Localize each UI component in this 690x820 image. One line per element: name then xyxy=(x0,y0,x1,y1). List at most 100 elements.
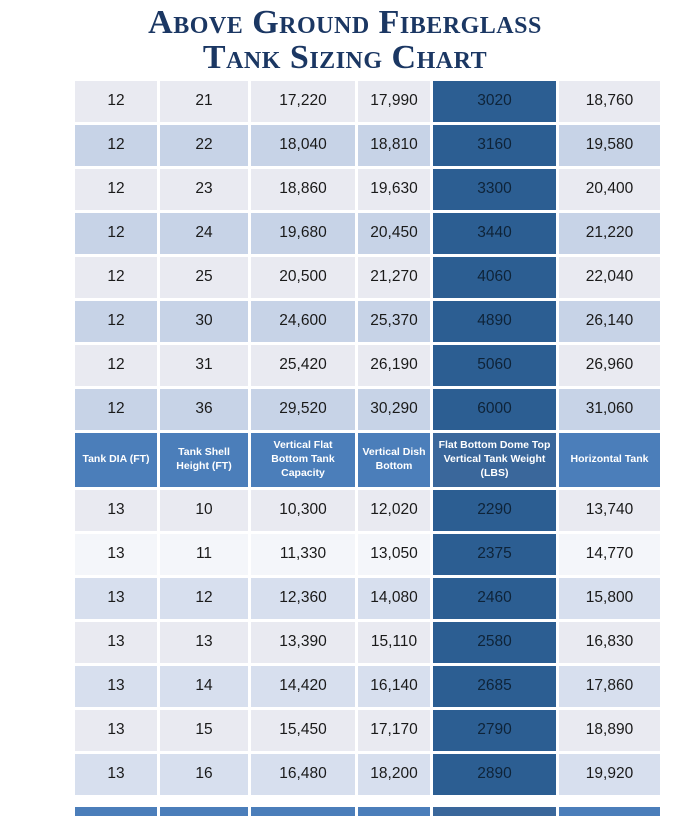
data-cell: 36 xyxy=(160,388,248,430)
data-cell: 11 xyxy=(160,533,248,575)
data-cell: 12 xyxy=(75,80,157,122)
data-cell: 18,860 xyxy=(251,168,355,210)
header-tank-dia: Tank DIA (FT) xyxy=(75,432,157,487)
page-title-line-2: Tank Sizing Chart xyxy=(202,39,488,77)
page-title: Above Ground Fiberglass Tank Sizing Char… xyxy=(0,0,690,76)
data-cell: 20,400 xyxy=(559,168,660,210)
data-cell: 31,060 xyxy=(559,388,660,430)
data-cell: 13 xyxy=(75,709,157,751)
weight-cell: 2460 xyxy=(433,577,556,619)
table-row: 12 21 17,220 17,990 3020 18,760 xyxy=(75,80,660,122)
data-cell: 12 xyxy=(75,388,157,430)
cutoff-header-cell xyxy=(433,806,556,816)
data-cell: 29,520 xyxy=(251,388,355,430)
data-cell: 16,480 xyxy=(251,753,355,795)
table-row: 13 15 15,450 17,170 2790 18,890 xyxy=(75,709,660,751)
cutoff-header-cell xyxy=(358,806,430,816)
weight-cell: 6000 xyxy=(433,388,556,430)
data-cell: 13 xyxy=(75,489,157,531)
data-cell: 13,050 xyxy=(358,533,430,575)
weight-cell: 2685 xyxy=(433,665,556,707)
data-cell: 13 xyxy=(160,621,248,663)
table-row: 12 25 20,500 21,270 4060 22,040 xyxy=(75,256,660,298)
data-cell: 22,040 xyxy=(559,256,660,298)
data-cell: 26,190 xyxy=(358,344,430,386)
page-title-line-1: Above Ground Fiberglass xyxy=(148,4,542,41)
table-row: 12 23 18,860 19,630 3300 20,400 xyxy=(75,168,660,210)
data-cell: 10 xyxy=(160,489,248,531)
data-cell: 31 xyxy=(160,344,248,386)
data-cell: 16 xyxy=(160,753,248,795)
weight-cell: 2890 xyxy=(433,753,556,795)
data-cell: 13 xyxy=(75,665,157,707)
data-cell: 19,680 xyxy=(251,212,355,254)
data-cell: 26,960 xyxy=(559,344,660,386)
table-row: 13 11 11,330 13,050 2375 14,770 xyxy=(75,533,660,575)
data-cell: 19,580 xyxy=(559,124,660,166)
table-header-row: Tank DIA (FT) Tank Shell Height (FT) Verti… xyxy=(75,432,660,487)
data-cell: 12 xyxy=(75,344,157,386)
weight-cell: 2580 xyxy=(433,621,556,663)
data-cell: 12 xyxy=(160,577,248,619)
header-flat-bottom-capacity: Vertical Flat Bottom Tank Capacity xyxy=(251,432,355,487)
data-cell: 13 xyxy=(75,621,157,663)
table-row: 13 14 14,420 16,140 2685 17,860 xyxy=(75,665,660,707)
table-row: 12 24 19,680 20,450 3440 21,220 xyxy=(75,212,660,254)
data-cell: 12 xyxy=(75,124,157,166)
data-cell: 24,600 xyxy=(251,300,355,342)
data-cell: 17,220 xyxy=(251,80,355,122)
cutoff-header-cell xyxy=(160,806,248,816)
data-cell: 18,890 xyxy=(559,709,660,751)
data-cell: 10,300 xyxy=(251,489,355,531)
data-cell: 22 xyxy=(160,124,248,166)
data-cell: 18,810 xyxy=(358,124,430,166)
table-row: 13 10 10,300 12,020 2290 13,740 xyxy=(75,489,660,531)
data-cell: 12 xyxy=(75,212,157,254)
weight-cell: 3020 xyxy=(433,80,556,122)
cutoff-header-cell xyxy=(75,806,157,816)
table-row: 12 31 25,420 26,190 5060 26,960 xyxy=(75,344,660,386)
weight-cell: 3440 xyxy=(433,212,556,254)
data-cell: 18,760 xyxy=(559,80,660,122)
data-cell: 14,080 xyxy=(358,577,430,619)
weight-cell: 2790 xyxy=(433,709,556,751)
data-cell: 12 xyxy=(75,300,157,342)
data-cell: 14,420 xyxy=(251,665,355,707)
data-cell: 13 xyxy=(75,577,157,619)
data-cell: 23 xyxy=(160,168,248,210)
data-cell: 20,500 xyxy=(251,256,355,298)
weight-cell: 5060 xyxy=(433,344,556,386)
data-cell: 19,630 xyxy=(358,168,430,210)
data-cell: 16,140 xyxy=(358,665,430,707)
data-cell: 21 xyxy=(160,80,248,122)
header-shell-height: Tank Shell Height (FT) xyxy=(160,432,248,487)
data-cell: 15,110 xyxy=(358,621,430,663)
cutoff-header-cell xyxy=(559,806,660,816)
table-row: 13 16 16,480 18,200 2890 19,920 xyxy=(75,753,660,795)
data-cell: 17,860 xyxy=(559,665,660,707)
data-cell: 17,990 xyxy=(358,80,430,122)
table-row: 12 36 29,520 30,290 6000 31,060 xyxy=(75,388,660,430)
table-row: 12 30 24,600 25,370 4890 26,140 xyxy=(75,300,660,342)
data-cell: 30,290 xyxy=(358,388,430,430)
weight-cell: 3300 xyxy=(433,168,556,210)
data-cell: 13 xyxy=(75,753,157,795)
data-cell: 25,370 xyxy=(358,300,430,342)
next-header-row-cutoff xyxy=(75,806,660,816)
data-cell: 25 xyxy=(160,256,248,298)
table-row: 13 12 12,360 14,080 2460 15,800 xyxy=(75,577,660,619)
data-cell: 30 xyxy=(160,300,248,342)
data-cell: 25,420 xyxy=(251,344,355,386)
data-cell: 16,830 xyxy=(559,621,660,663)
data-cell: 24 xyxy=(160,212,248,254)
data-cell: 15,450 xyxy=(251,709,355,751)
data-cell: 21,270 xyxy=(358,256,430,298)
data-cell: 17,170 xyxy=(358,709,430,751)
weight-cell: 4060 xyxy=(433,256,556,298)
data-cell: 14,770 xyxy=(559,533,660,575)
weight-cell: 2375 xyxy=(433,533,556,575)
data-cell: 13 xyxy=(75,533,157,575)
data-cell: 18,040 xyxy=(251,124,355,166)
data-cell: 26,140 xyxy=(559,300,660,342)
weight-cell: 2290 xyxy=(433,489,556,531)
